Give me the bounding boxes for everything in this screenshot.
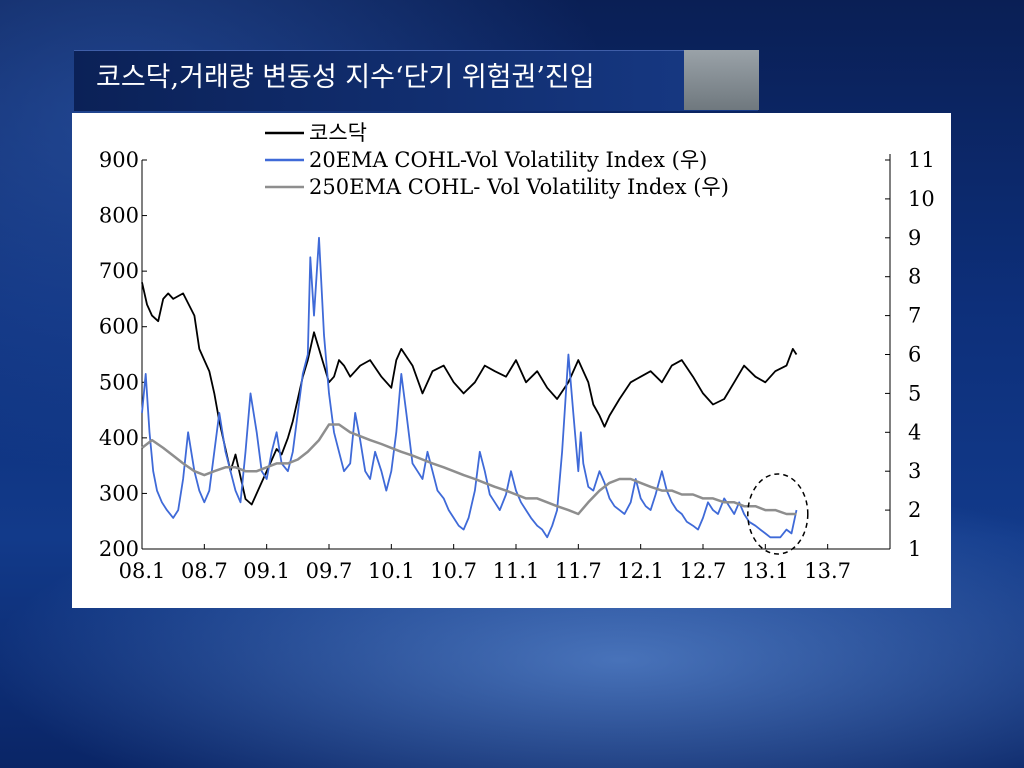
left-tick-label: 700	[99, 259, 139, 283]
right-tick-label: 3	[908, 459, 921, 483]
x-tick-label: 12.1	[617, 559, 664, 583]
left-tick-label: 600	[99, 315, 139, 339]
series-line-1	[141, 236, 798, 539]
right-tick-label: 7	[908, 304, 921, 328]
left-tick-label: 200	[99, 537, 139, 561]
right-tick-label: 4	[908, 420, 921, 444]
x-tick-label: 13.7	[804, 559, 851, 583]
chart-panel: 200 300 400 500 600 700 800 900 1 2 3 4 5 6 7 8 9 10 11 08.…	[72, 113, 951, 608]
legend-label: 코스닥	[309, 121, 367, 145]
right-tick-label: 6	[908, 343, 921, 367]
right-tick-label: 11	[908, 148, 935, 172]
title-bar	[74, 50, 758, 111]
left-tick-label: 500	[99, 370, 139, 394]
series-line-2	[141, 423, 797, 516]
x-tick-label: 11.7	[555, 559, 602, 583]
right-tick-label: 2	[908, 498, 921, 522]
left-tick-label: 300	[99, 481, 139, 505]
x-tick-label: 09.7	[306, 559, 353, 583]
x-tick-label: 08.1	[119, 559, 166, 583]
volatility-chart: 200 300 400 500 600 700 800 900 1 2 3 4 5 6 7 8 9 10 11 08.…	[99, 121, 935, 583]
x-tick-label: 13.1	[742, 559, 789, 583]
left-tick-label: 800	[99, 204, 139, 228]
right-tick-label: 1	[908, 537, 921, 561]
left-tick-label: 900	[99, 148, 139, 172]
dashed-circle-annotation	[747, 473, 809, 555]
x-tick-label: 09.1	[243, 559, 290, 583]
right-tick-label: 10	[908, 187, 935, 211]
x-tick-label: 12.7	[680, 559, 727, 583]
series-line-0	[141, 282, 798, 506]
legend-label: 250EMA COHL- Vol Volatility Index (우)	[309, 175, 729, 199]
legend-label: 20EMA COHL-Vol Volatility Index (우)	[309, 148, 707, 172]
right-tick-label: 8	[908, 265, 921, 289]
title-accent-block	[684, 50, 759, 110]
x-tick-label: 08.7	[181, 559, 228, 583]
right-tick-label: 5	[908, 381, 921, 405]
x-tick-label: 10.7	[430, 559, 477, 583]
x-tick-label: 10.1	[368, 559, 415, 583]
x-tick-label: 11.1	[493, 559, 540, 583]
slide-title: 코스닥,거래량 변동성 지수‘단기 위험권’진입	[96, 62, 595, 93]
right-tick-label: 9	[908, 226, 921, 250]
left-tick-label: 400	[99, 426, 139, 450]
